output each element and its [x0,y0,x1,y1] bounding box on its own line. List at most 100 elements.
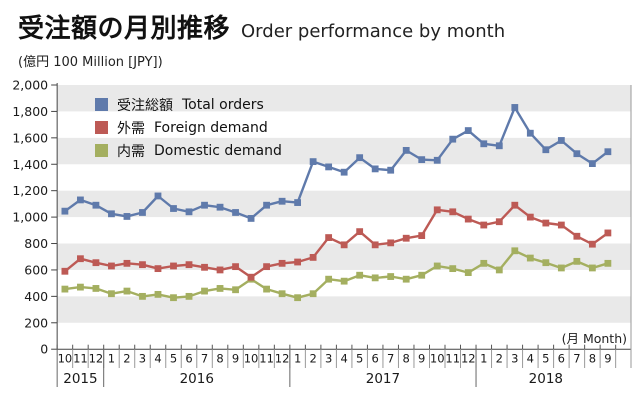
x-tick-label: 6 [372,352,379,366]
x-tick-label: 6 [558,352,565,366]
data-point-marker [480,221,488,229]
data-point-marker [232,209,239,216]
data-point-marker [108,262,115,270]
data-point-marker [92,285,100,292]
x-tick-label: 9 [604,352,611,366]
data-point-marker [247,273,255,281]
data-point-marker [526,254,534,262]
data-point-marker [495,142,503,150]
data-point-marker [464,215,472,223]
data-point-marker [263,285,270,293]
data-point-marker [294,258,302,266]
data-point-marker [340,241,348,249]
data-point-marker [278,197,286,205]
x-tick-label: 1 [480,352,487,366]
data-point-marker [542,259,550,267]
x-tick-label: 10 [430,352,445,366]
x-tick-label: 4 [527,352,534,366]
legend-label-en: Domestic demand [154,142,282,159]
data-point-marker [263,263,270,271]
data-point-marker [464,127,472,134]
data-point-marker [201,263,208,271]
total-orders-swatch [95,98,108,111]
data-point-marker [387,239,395,247]
data-point-marker [154,265,162,273]
data-point-marker [61,207,69,215]
title-english: Order performance by month [241,21,506,42]
data-point-marker [77,196,84,204]
x-tick-label: 1 [294,352,301,366]
year-label: 2017 [366,371,400,387]
data-point-marker [433,262,441,270]
legend-label-jp: 受注総額 [117,97,173,114]
data-point-marker [542,219,550,227]
y-tick-label: 1,000 [12,210,48,225]
data-point-marker [309,290,317,298]
year-label: 2016 [180,371,214,387]
data-point-marker [123,259,131,267]
data-point-marker [185,292,193,300]
x-tick-label: 10 [58,352,73,366]
x-tick-label: 7 [201,352,208,366]
data-point-marker [139,209,146,216]
data-point-marker [123,213,131,220]
data-point-marker [61,285,69,293]
x-axis-unit-label: (月 Month) [561,331,627,346]
data-point-marker [371,274,379,282]
data-point-marker [526,213,534,221]
data-point-marker [356,154,364,162]
data-point-marker [495,218,503,226]
y-tick-label: 200 [24,315,48,330]
y-tick-label: 1,800 [12,104,48,119]
data-point-marker [573,150,581,158]
series-total-orders [61,104,612,222]
x-tick-label: 3 [325,352,332,366]
data-point-marker [77,283,84,291]
data-point-marker [371,165,379,173]
data-point-marker [108,290,115,298]
data-point-marker [154,290,162,298]
x-tick-label: 2 [123,352,130,366]
data-point-marker [170,294,177,302]
data-point-marker [402,234,410,242]
data-point-marker [588,160,596,167]
data-point-marker [92,201,100,209]
data-point-marker [92,259,100,267]
data-point-marker [340,168,348,176]
x-tick-label: 3 [511,352,518,366]
x-tick-label: 10 [244,352,259,366]
x-tick-label: 3 [139,352,146,366]
data-point-marker [263,201,270,209]
data-point-marker [201,287,208,295]
x-tick-label: 5 [170,352,177,366]
data-point-marker [604,259,612,267]
x-tick-label: 11 [73,352,88,366]
x-tick-label: 6 [185,352,192,366]
x-tick-label: 5 [356,352,363,366]
x-tick-label: 8 [589,352,596,366]
data-point-marker [480,259,488,267]
data-point-marker [294,199,302,206]
y-tick-label: 800 [24,236,48,251]
data-point-marker [464,269,472,276]
data-point-marker [588,264,596,272]
legend-item-foreign-demand: 外需 Foreign demand [95,116,282,139]
data-point-marker [77,255,84,263]
data-point-marker [123,287,131,295]
data-point-marker [542,146,550,154]
data-point-marker [387,273,395,280]
legend-item-domestic-demand: 内需 Domestic demand [95,139,282,162]
data-point-marker [402,146,410,154]
x-tick-label: 12 [275,352,290,366]
data-point-marker [201,201,208,209]
domestic-demand-swatch [95,144,108,157]
x-tick-label: 8 [403,352,410,366]
legend-label-en: Total orders [182,96,264,113]
data-point-marker [139,292,146,300]
legend-label-en: Foreign demand [154,119,268,136]
data-point-marker [247,215,255,222]
data-point-marker [216,285,224,292]
x-tick-label: 8 [216,352,223,366]
